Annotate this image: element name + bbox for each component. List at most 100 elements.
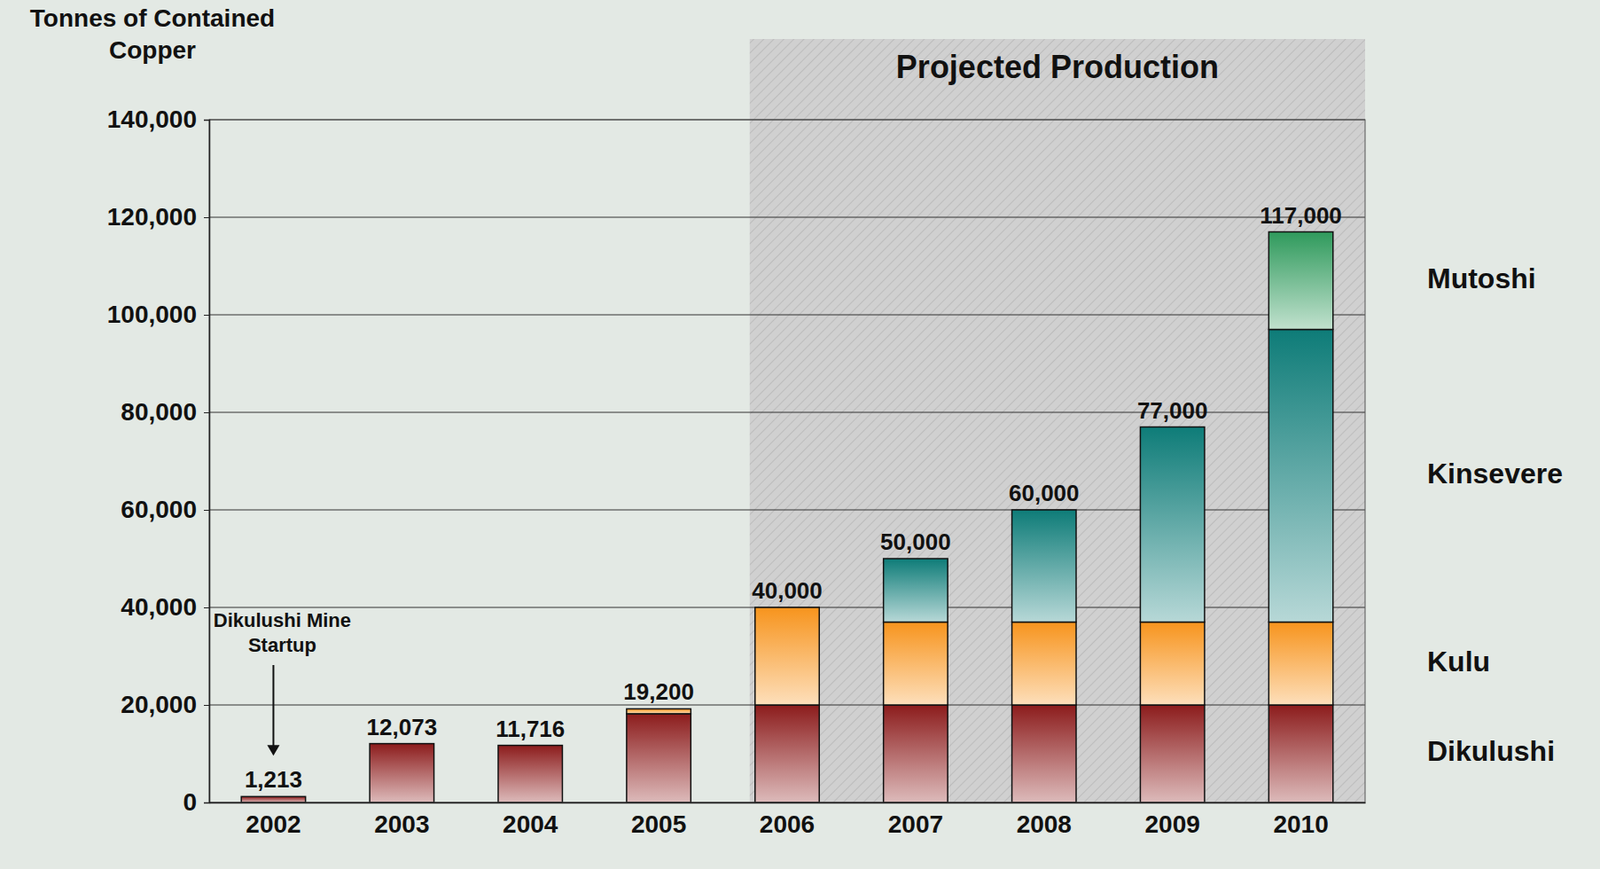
y-tick-mark xyxy=(203,802,210,804)
x-tick-label: 2009 xyxy=(1145,810,1201,838)
total-label: 40,000 xyxy=(751,577,823,604)
y-tick-mark xyxy=(203,509,210,511)
total-label: 19,200 xyxy=(623,678,695,705)
bar-segment xyxy=(755,704,820,803)
x-tick-label: 2002 xyxy=(245,810,301,838)
y-tick: 40,000 xyxy=(120,593,210,621)
y-tick-mark xyxy=(203,607,210,609)
plot-frame xyxy=(209,119,1366,803)
legend: Dikulushi Kulu Kinsevere Mutoshi xyxy=(1427,262,1563,768)
bar-segment xyxy=(626,708,691,711)
bar-segment xyxy=(883,704,948,803)
bar-segment xyxy=(241,796,305,803)
bar-segment xyxy=(883,622,948,706)
bar-segment xyxy=(626,713,691,803)
y-tick-label: 0 xyxy=(182,788,197,816)
x-tick: 2008 xyxy=(1016,802,1072,838)
bar-segment xyxy=(241,796,305,798)
bar-segment xyxy=(1139,704,1204,803)
bar-segment xyxy=(1268,622,1333,706)
y-tick-mark xyxy=(203,217,210,219)
projection-panel xyxy=(749,39,1366,803)
y-tick: 120,000 xyxy=(107,202,210,231)
x-tick: 2007 xyxy=(888,802,944,838)
y-tick: 60,000 xyxy=(120,495,210,523)
background xyxy=(0,0,1600,869)
grid xyxy=(209,119,1366,803)
bar-segment xyxy=(369,743,434,803)
x-tick: 2004 xyxy=(502,802,559,838)
y-axis-line xyxy=(203,120,211,804)
annotation: Dikulushi MineStartup xyxy=(213,608,352,656)
total-labels: 1,213 12,073 11,716 19,200 40,000 50,000 60,00… xyxy=(244,202,1343,794)
bar-segment xyxy=(369,742,434,745)
legend-label: Dikulushi xyxy=(1427,734,1555,767)
x-tick-label: 2003 xyxy=(374,810,430,838)
x-tick-label: 2008 xyxy=(1016,810,1072,838)
bar-segment xyxy=(369,742,434,745)
x-tick-label: 2005 xyxy=(631,810,687,838)
x-tick: 2003 xyxy=(374,802,430,838)
bar-segment xyxy=(498,744,562,747)
x-tick-label: 2006 xyxy=(759,810,815,838)
y-tick-label: 60,000 xyxy=(120,495,197,523)
grid-line xyxy=(209,314,1366,316)
y-tick-mark xyxy=(203,412,210,414)
projection-title: Projected Production xyxy=(896,48,1219,86)
bar-segment xyxy=(755,606,820,609)
x-tick-label: 2007 xyxy=(888,810,944,838)
y-tick: 100,000 xyxy=(107,300,210,328)
bar-segment xyxy=(1012,508,1077,511)
bar-segment xyxy=(883,558,948,623)
y-tick-mark xyxy=(203,119,210,121)
bar-segment xyxy=(369,742,434,745)
total-label: 117,000 xyxy=(1259,202,1343,229)
bar-segment xyxy=(241,796,305,798)
total-label: 12,073 xyxy=(366,713,438,741)
y-tick-label: 80,000 xyxy=(120,398,197,426)
x-tick: 2009 xyxy=(1145,802,1201,838)
y-tick: 20,000 xyxy=(120,690,210,719)
x-axis: 2002 2003 2004 2005 2006 2007 2008 2009 2010 xyxy=(210,802,1366,838)
total-label: 1,213 xyxy=(244,765,303,793)
total-label: 11,716 xyxy=(495,715,565,742)
bar-segment xyxy=(755,607,820,705)
x-tick: 2006 xyxy=(759,802,815,838)
legend-label: Kulu xyxy=(1427,645,1491,678)
x-axis-line xyxy=(210,802,1366,804)
grid-line xyxy=(209,217,1366,219)
bar-segment xyxy=(883,557,948,560)
x-tick: 2002 xyxy=(245,802,301,838)
y-tick-label: 120,000 xyxy=(107,202,197,231)
bar-segment xyxy=(1268,704,1333,803)
bar-segment xyxy=(1139,622,1204,706)
total-label: 60,000 xyxy=(1008,479,1080,507)
x-tick: 2005 xyxy=(631,802,687,838)
annotation-arrowhead xyxy=(266,744,280,756)
bar-segment xyxy=(1012,509,1077,623)
y-axis: 0 20,000 40,000 60,000 80,000 100,000 120,000 1… xyxy=(107,105,211,816)
bar-segment xyxy=(498,744,562,747)
y-tick-label: 40,000 xyxy=(120,593,197,621)
bar-segment xyxy=(498,744,562,747)
bar-segment xyxy=(626,708,691,711)
y-tick: 80,000 xyxy=(120,398,210,426)
y-tick-label: 20,000 xyxy=(120,690,197,719)
chart: Projected Production 0 20,000 40,000 60,000 8… xyxy=(0,0,1600,869)
legend-label: Mutoshi xyxy=(1427,262,1537,295)
bar-segment xyxy=(1139,427,1204,623)
total-label: 50,000 xyxy=(880,528,952,555)
y-tick-label: 140,000 xyxy=(107,105,197,133)
bar-segment xyxy=(1012,622,1077,706)
y-tick-label: 100,000 xyxy=(107,300,197,328)
y-tick-mark xyxy=(203,314,210,316)
bar-segment xyxy=(626,708,691,714)
annotation-arrow xyxy=(272,664,274,747)
bar-segment xyxy=(1268,329,1333,623)
y-tick: 140,000 xyxy=(107,105,210,133)
x-tick: 2010 xyxy=(1272,802,1328,838)
bar-segment xyxy=(755,606,820,609)
bars xyxy=(241,232,1334,804)
bar-segment xyxy=(498,745,562,803)
legend-label: Kinsevere xyxy=(1427,457,1563,490)
